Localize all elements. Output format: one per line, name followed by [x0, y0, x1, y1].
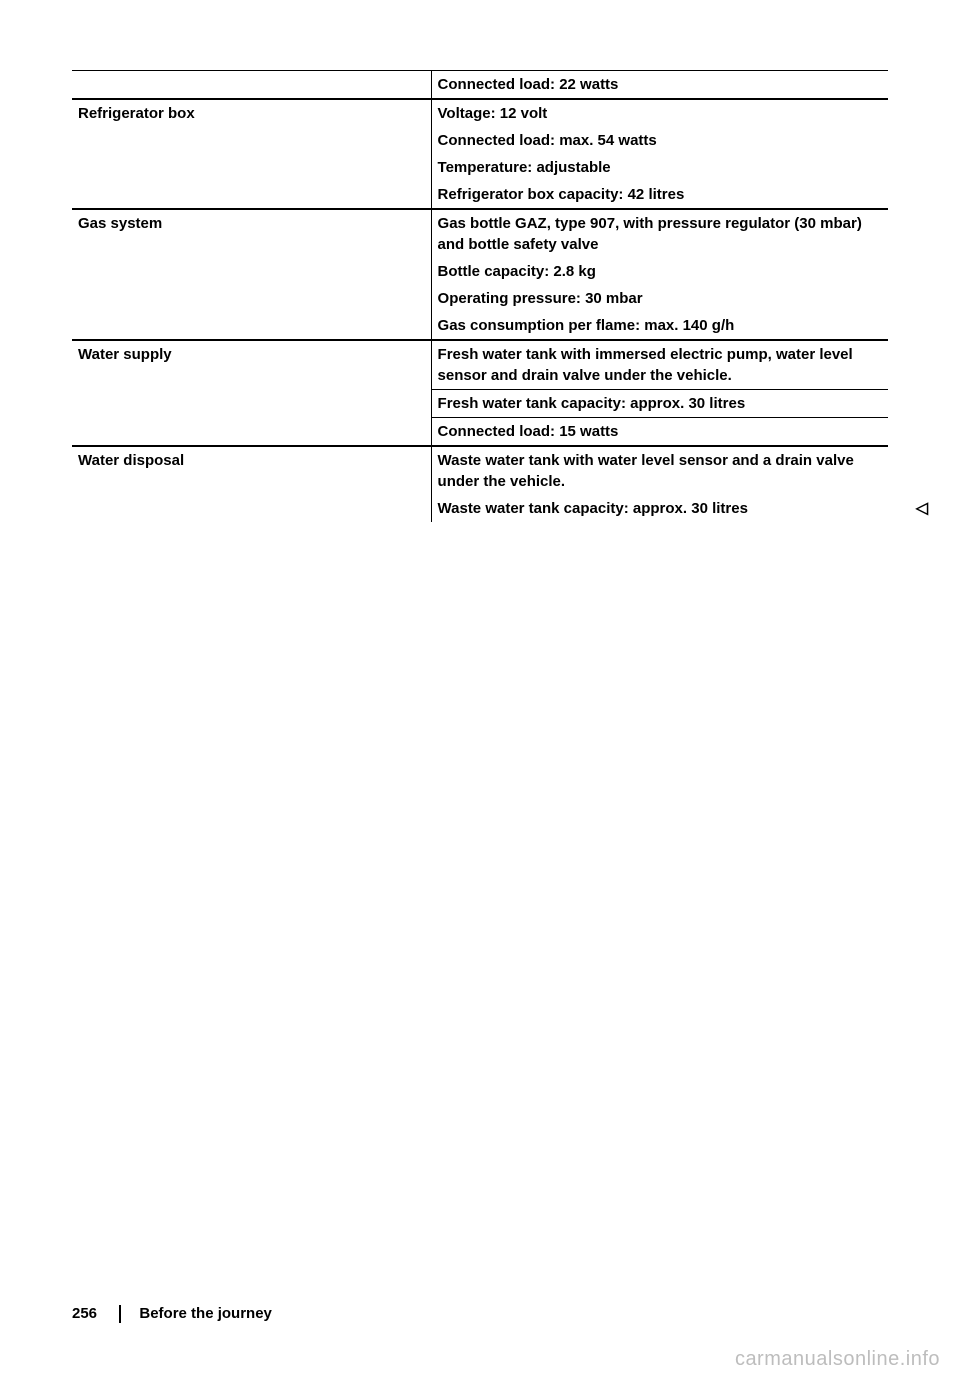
- spec-label: [72, 258, 431, 285]
- spec-label: [72, 418, 431, 447]
- table-row: Refrigerator box Voltage: 12 volt: [72, 99, 888, 127]
- spec-label: [72, 390, 431, 418]
- spec-label: [72, 285, 431, 312]
- spec-value: Voltage: 12 volt: [431, 99, 888, 127]
- spec-value: Gas bottle GAZ, type 907, with pressure …: [431, 209, 888, 258]
- spec-label: Water supply: [72, 340, 431, 390]
- table-row: Gas system Gas bottle GAZ, type 907, wit…: [72, 209, 888, 258]
- spec-value: Gas consumption per flame: max. 140 g/h: [431, 312, 888, 340]
- spec-value: Refrigerator box capacity: 42 litres: [431, 181, 888, 209]
- table-row: Water disposal Waste water tank with wat…: [72, 446, 888, 495]
- watermark-text: carmanualsonline.info: [735, 1348, 940, 1371]
- spec-label: [72, 312, 431, 340]
- table-row: Connected load: max. 54 watts: [72, 127, 888, 154]
- spec-value: Waste water tank with water level sensor…: [431, 446, 888, 495]
- spec-label: Water disposal: [72, 446, 431, 495]
- section-end-icon: ◁: [916, 498, 928, 520]
- table-row: Operating pressure: 30 mbar: [72, 285, 888, 312]
- spec-label: [72, 71, 431, 100]
- page-content: Connected load: 22 watts Refrigerator bo…: [72, 70, 888, 522]
- spec-value: Operating pressure: 30 mbar: [431, 285, 888, 312]
- spec-value: Connected load: 22 watts: [431, 71, 888, 100]
- spec-table-body: Connected load: 22 watts Refrigerator bo…: [72, 71, 888, 523]
- table-row: Refrigerator box capacity: 42 litres: [72, 181, 888, 209]
- table-row: Gas consumption per flame: max. 140 g/h: [72, 312, 888, 340]
- table-row: Fresh water tank capacity: approx. 30 li…: [72, 390, 888, 418]
- table-row: Connected load: 15 watts: [72, 418, 888, 447]
- spec-label: Gas system: [72, 209, 431, 258]
- spec-value: Connected load: max. 54 watts: [431, 127, 888, 154]
- spec-value-text: Waste water tank capacity: approx. 30 li…: [438, 500, 748, 517]
- table-row: Water supply Fresh water tank with immer…: [72, 340, 888, 390]
- table-row: Temperature: adjustable: [72, 154, 888, 181]
- table-row: Waste water tank capacity: approx. 30 li…: [72, 495, 888, 522]
- page-number: 256: [72, 1305, 97, 1322]
- spec-label: [72, 127, 431, 154]
- spec-label: [72, 181, 431, 209]
- table-row: Connected load: 22 watts: [72, 71, 888, 100]
- spec-label: [72, 495, 431, 522]
- spec-value: Waste water tank capacity: approx. 30 li…: [431, 495, 888, 522]
- spec-label: Refrigerator box: [72, 99, 431, 127]
- spec-label: [72, 154, 431, 181]
- spec-value: Fresh water tank with immersed electric …: [431, 340, 888, 390]
- page-footer: 256 Before the journey: [72, 1305, 272, 1323]
- spec-value: Fresh water tank capacity: approx. 30 li…: [431, 390, 888, 418]
- table-row: Bottle capacity: 2.8 kg: [72, 258, 888, 285]
- spec-value: Connected load: 15 watts: [431, 418, 888, 447]
- spec-value: Bottle capacity: 2.8 kg: [431, 258, 888, 285]
- spec-value: Temperature: adjustable: [431, 154, 888, 181]
- specifications-table: Connected load: 22 watts Refrigerator bo…: [72, 70, 888, 522]
- footer-divider: [119, 1305, 121, 1323]
- section-title: Before the journey: [139, 1305, 272, 1322]
